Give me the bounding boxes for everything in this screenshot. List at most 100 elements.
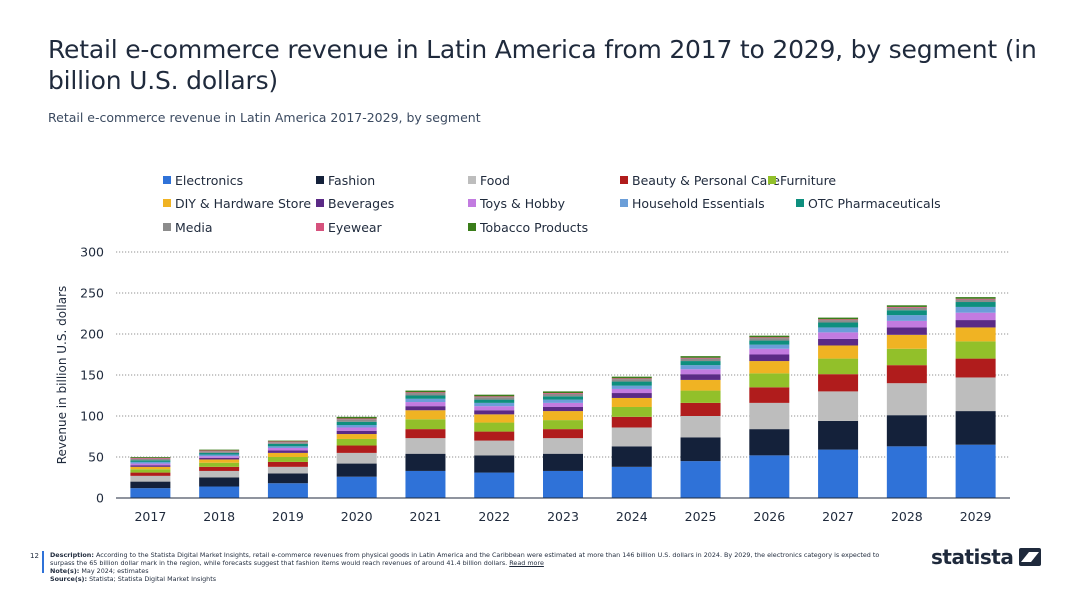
legend-item-food[interactable]: Food [468,172,510,188]
x-tick-label: 2021 [410,509,442,524]
y-tick-label: 0 [96,491,104,506]
legend-item-diy-hardware-store[interactable]: DIY & Hardware Store [163,195,311,211]
legend-item-beauty-personal-care[interactable]: Beauty & Personal Care [620,172,780,188]
legend-item-media[interactable]: Media [163,219,213,235]
y-tick-label: 100 [80,409,104,424]
notes-line: Note(s): May 2024; estimates [50,567,890,575]
legend-swatch [468,223,476,231]
legend-swatch [768,176,776,184]
bar-segment [267,452,308,457]
bar-segment [199,466,240,471]
x-tick-label: 2029 [960,509,992,524]
bar-segment [818,319,859,321]
description-text: According to the Statista Digital Market… [50,551,880,567]
bar-segment [886,320,927,328]
statista-logo[interactable]: statista [931,545,1042,569]
legend-item-toys-hobby[interactable]: Toys & Hobby [468,195,565,211]
bar-segment [886,315,927,321]
description-label: Description: [50,551,94,559]
bar-segment [336,419,377,422]
bar-segment [267,473,308,484]
bar-segment [199,457,240,460]
bar-segment [199,454,240,457]
bar-segment [818,338,859,346]
bar-segment [543,399,583,403]
bar-segment [199,451,240,453]
bar-segment [405,392,446,394]
statista-logo-icon [1019,548,1042,566]
legend-label: Furniture [780,172,837,188]
bar-segment [818,420,859,450]
bar-segment [336,418,377,420]
bar-segment [543,396,583,400]
bar-segment [267,446,308,448]
legend-item-tobacco-products[interactable]: Tobacco Products [468,219,588,235]
legend-item-eyewear[interactable]: Eyewear [316,219,382,235]
bar-segment [955,444,996,498]
bar-segment [130,488,171,498]
bar-segment [405,393,446,396]
bar-segment [405,390,446,393]
bar-segment [886,348,927,366]
bar-segment [955,327,996,342]
bar-segment [955,358,996,378]
bar-segment [405,406,446,411]
bar-segment [336,425,377,428]
bar-segment [749,340,790,345]
bar-segment [405,410,446,420]
legend-swatch [468,176,476,184]
bar-segment [680,358,721,362]
bar-segment [130,460,171,462]
bar-segment [267,450,308,453]
legend-item-electronics[interactable]: Electronics [163,172,243,188]
bar-segment [955,377,996,412]
read-more-link[interactable]: Read more [509,559,544,567]
bar-segment [955,320,996,328]
bar-segment [130,461,171,464]
legend-swatch [163,199,171,207]
bar-segment [680,361,721,366]
bar-segment [130,457,171,459]
bar-segment [543,470,583,498]
legend-label: OTC Pharmaceuticals [808,195,941,211]
bar-segment [336,476,377,498]
bar-segment [886,327,927,335]
x-tick-label: 2023 [547,509,579,524]
legend-item-fashion[interactable]: Fashion [316,172,375,188]
legend-item-otc-pharmaceuticals[interactable]: OTC Pharmaceuticals [796,195,941,211]
bar-segment [611,379,652,382]
bar-segment [680,461,721,498]
bar-segment [336,416,377,419]
legend-swatch [316,199,324,207]
bar-segment [818,449,859,498]
bar-segment [474,422,515,432]
bar-segment [474,406,515,411]
bar-segment [886,310,927,316]
bar-segment [611,466,652,498]
bar-segment [405,419,446,430]
legend-label: Tobacco Products [480,219,589,235]
bar-segment [749,387,790,403]
legend-item-furniture[interactable]: Furniture [768,172,836,188]
bar-segment [336,445,377,453]
bar-segment [749,429,790,456]
bar-segment [474,414,515,423]
bar-segment [199,456,240,458]
y-tick-label: 200 [80,327,104,342]
bar-segment [405,395,446,399]
footnote: Description: According to the Statista D… [50,551,890,583]
legend-label: Toys & Hobby [480,195,566,211]
stacked-bar-chart: 0 50 100 150 200 250 300 2017 2018 2019 2020 2021 20… [80,245,1010,524]
x-tick-label: 2019 [272,509,304,524]
legend-item-household-essentials[interactable]: Household Essentials [620,195,765,211]
bar-segment [611,381,652,386]
bar-segment [130,481,171,489]
legend-item-beverages[interactable]: Beverages [316,195,394,211]
bar-segment [130,465,171,467]
bar-segment [818,358,859,375]
legend-label: Household Essentials [632,195,765,211]
bar-segment [749,337,790,339]
x-tick-label: 2020 [341,509,373,524]
legend-label: Fashion [328,172,376,188]
footer-accent-bar [42,551,44,573]
